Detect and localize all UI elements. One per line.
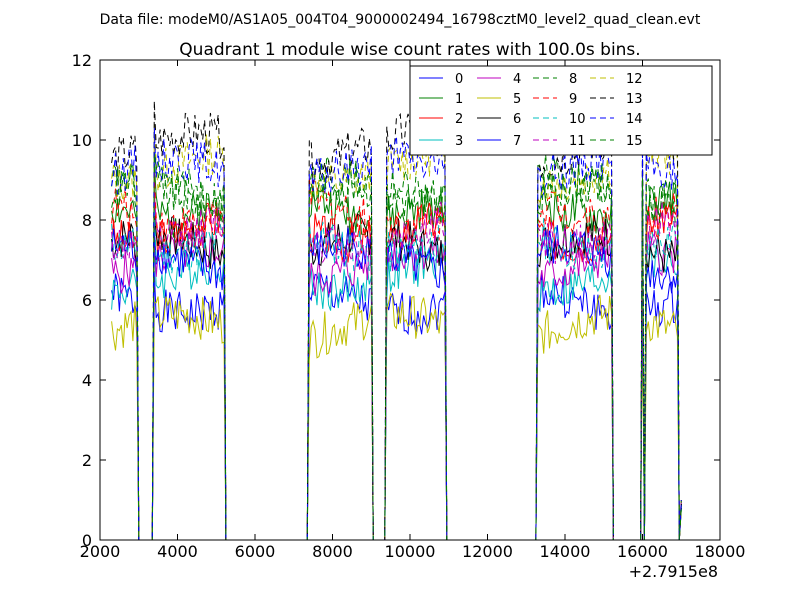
series-line-14 (111, 127, 682, 541)
legend-label-15: 15 (626, 134, 643, 149)
legend-label-13: 13 (626, 92, 643, 107)
legend-label-8: 8 (569, 72, 577, 87)
legend-label-12: 12 (626, 72, 643, 87)
series-line-4 (111, 229, 682, 541)
chart-title: Quadrant 1 module wise count rates with … (179, 40, 640, 60)
x-tick-label: 16000 (617, 542, 668, 561)
y-tick-label: 10 (72, 131, 92, 150)
x-tick-label: 10000 (385, 542, 436, 561)
legend-label-11: 11 (569, 134, 586, 149)
series-line-15 (111, 154, 682, 541)
legend-label-10: 10 (569, 112, 586, 127)
series-line-0 (111, 271, 682, 541)
series-line-11 (111, 194, 682, 541)
legend-label-7: 7 (513, 134, 521, 149)
y-tick-label: 6 (82, 291, 92, 310)
y-tick-label: 12 (72, 51, 92, 70)
legend-label-9: 9 (569, 92, 577, 107)
series-line-5 (111, 292, 682, 541)
x-tick-label: 2000 (80, 542, 121, 561)
y-tick-labels: 0 2 4 6 8 10 12 (72, 51, 92, 550)
legend-label-6: 6 (513, 112, 521, 127)
legend-label-14: 14 (626, 112, 643, 127)
series-line-12 (111, 123, 682, 541)
axis-ticks (99, 59, 721, 541)
series-line-9 (111, 172, 682, 541)
y-tick-label: 8 (82, 211, 92, 230)
x-tick-labels: 2000 4000 6000 8000 10000 12000 14000 16000 1800… (80, 542, 746, 561)
legend-label-2: 2 (455, 112, 463, 127)
y-tick-label: 4 (82, 371, 92, 390)
legend-label-1: 1 (455, 92, 463, 107)
x-tick-label: 14000 (540, 542, 591, 561)
legend-label-3: 3 (455, 134, 463, 149)
legend-label-4: 4 (513, 72, 521, 87)
x-tick-label: 4000 (157, 542, 198, 561)
legend-box (409, 65, 713, 156)
x-tick-label: 12000 (462, 542, 513, 561)
series-lines (111, 100, 682, 541)
series-line-3 (111, 240, 682, 541)
x-tick-label: 6000 (235, 542, 276, 561)
x-tick-label: 18000 (695, 542, 746, 561)
series-line-7 (111, 225, 682, 541)
x-tick-label: 8000 (312, 542, 353, 561)
legend-label-0: 0 (455, 72, 463, 87)
legend-label-5: 5 (513, 92, 521, 107)
y-tick-label: 0 (82, 531, 92, 550)
suptitle: Data file: modeM0/AS1A05_004T04_90000024… (100, 12, 701, 28)
y-tick-label: 2 (82, 451, 92, 470)
x-offset-label: +2.7915e8 (629, 562, 718, 581)
